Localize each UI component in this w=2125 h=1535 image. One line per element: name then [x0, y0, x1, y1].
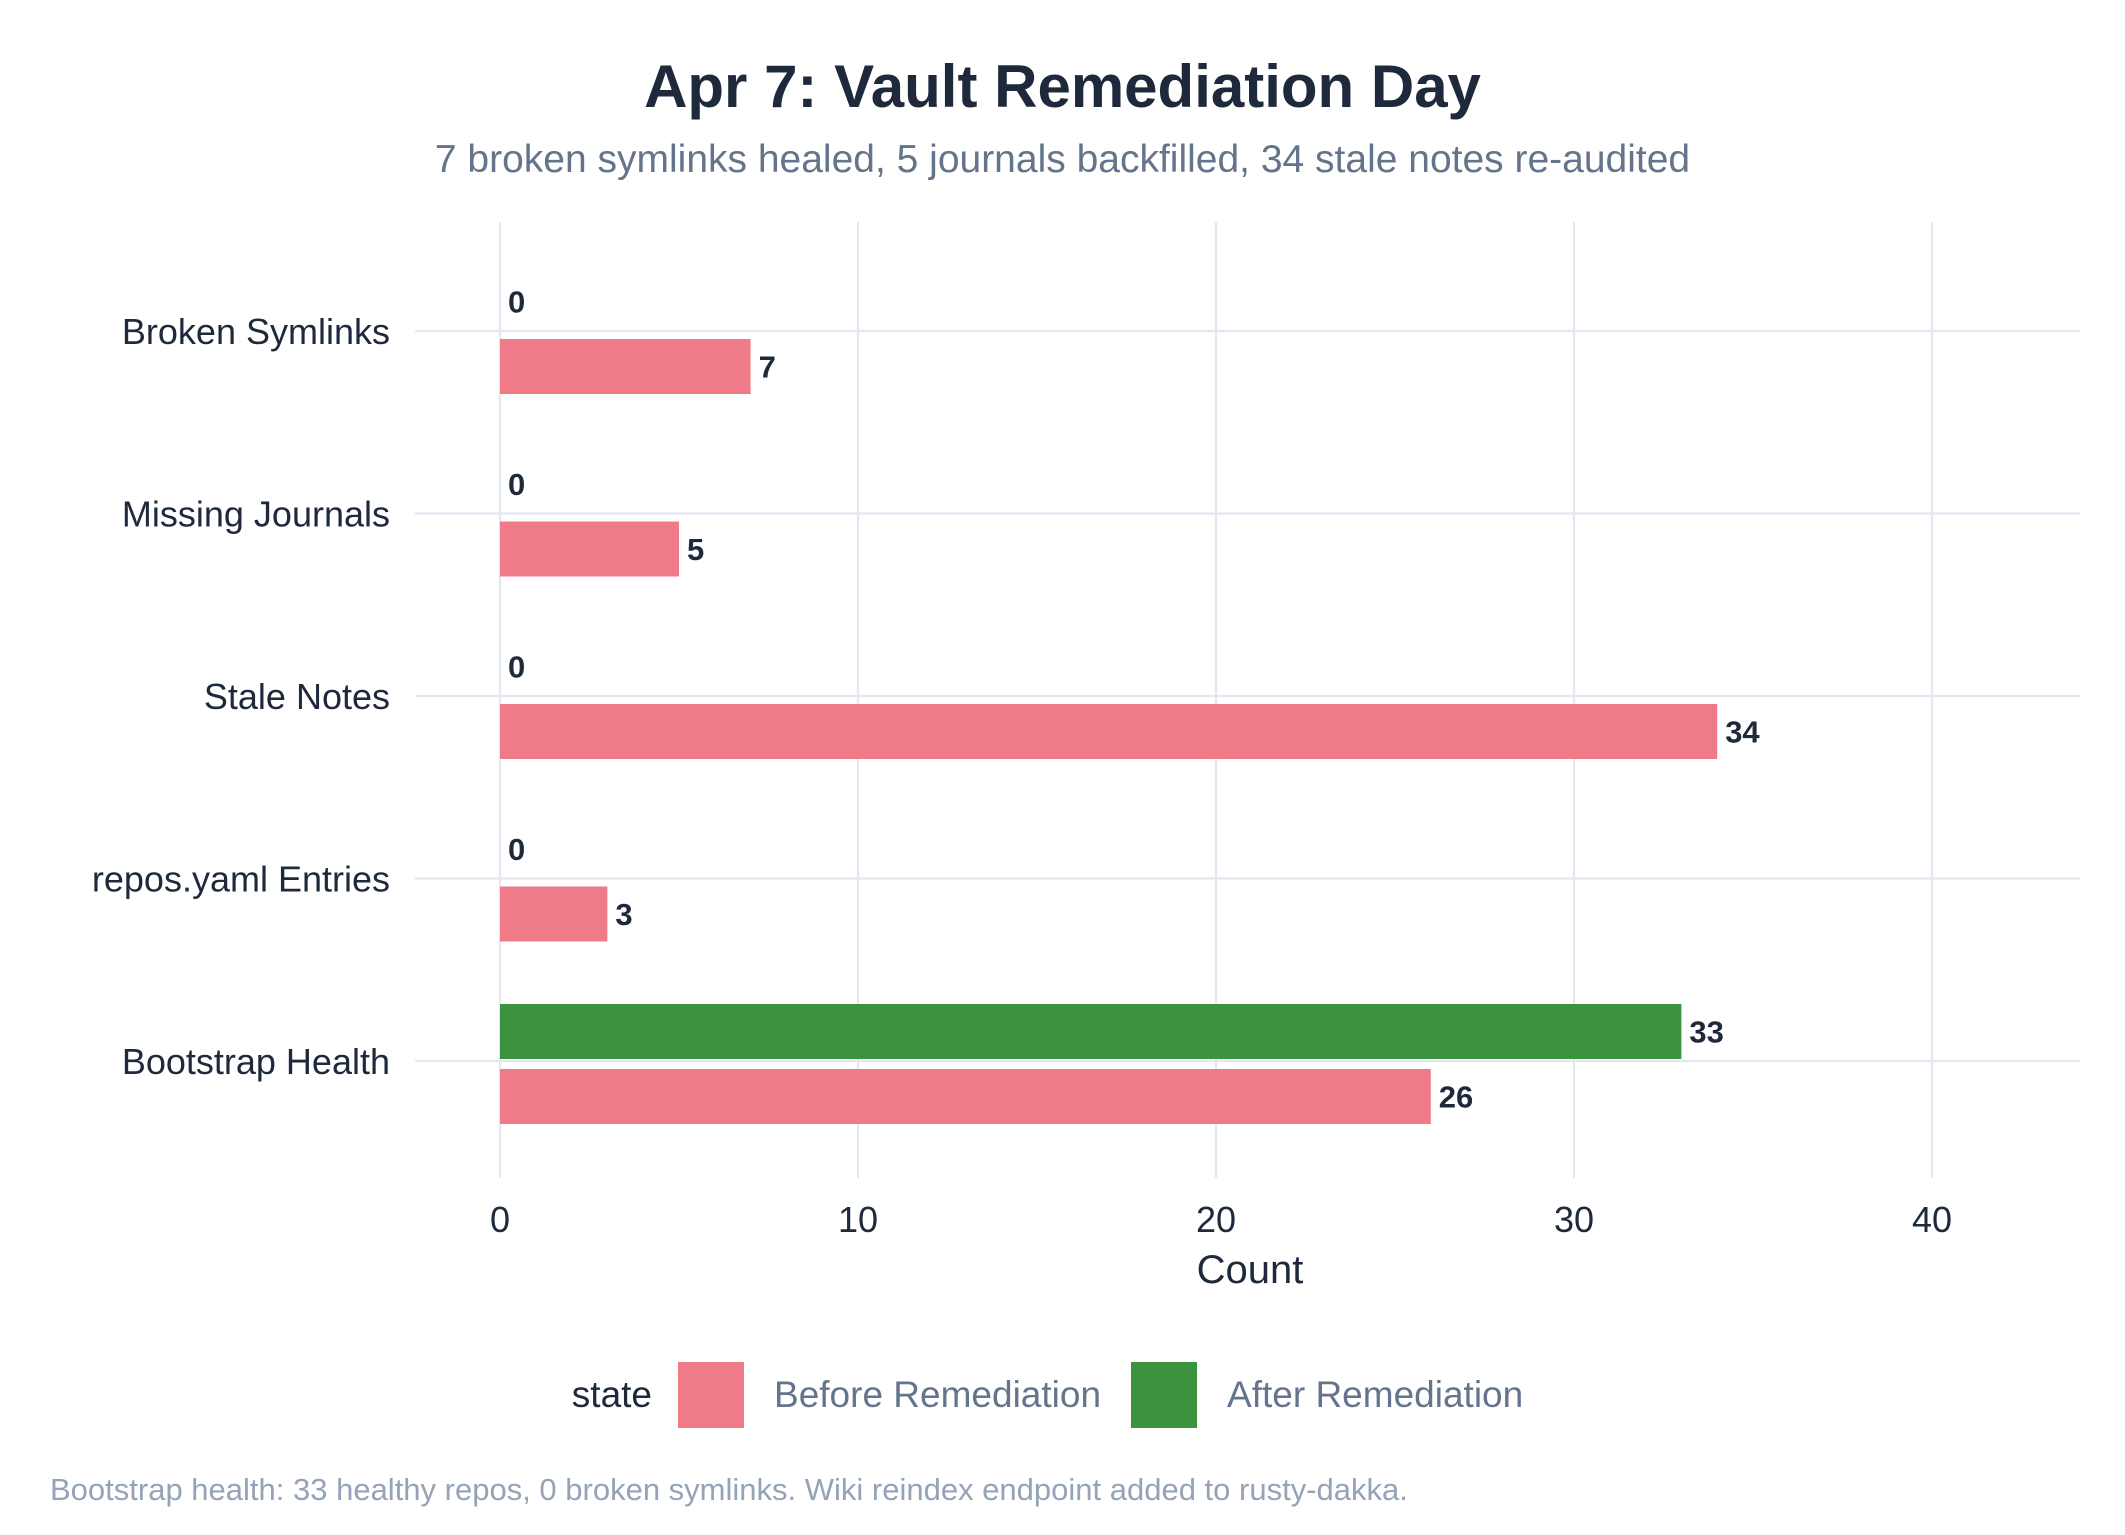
legend-label-after: After Remediation: [1227, 1374, 1524, 1415]
legend-swatch-before: [678, 1362, 745, 1428]
x-tick-label-40: 40: [1912, 1199, 1952, 1240]
chart-subtitle: 7 broken symlinks healed, 5 journals bac…: [434, 138, 1691, 181]
legend-item-after: After Remediation: [1131, 1362, 1523, 1428]
category-label: repos.yaml Entries: [92, 859, 390, 900]
bar: [500, 521, 679, 577]
x-tick-label-0: 0: [490, 1199, 510, 1240]
category-label: Stale Notes: [204, 676, 390, 717]
legend-item-before: Before Remediation: [678, 1362, 1101, 1428]
bar-value-label: 5: [687, 532, 704, 567]
chart-caption: Bootstrap health: 33 healthy repos, 0 br…: [50, 1472, 1408, 1507]
legend-title: state: [571, 1374, 653, 1415]
bar-value-label: 26: [1439, 1080, 1473, 1115]
bar-value-label: 3: [615, 897, 632, 932]
bar: [500, 704, 1718, 759]
bar-value-label: 0: [508, 285, 525, 320]
legend-label-before: Before Remediation: [774, 1374, 1102, 1415]
x-tick-label-20: 20: [1196, 1199, 1236, 1240]
bar: [500, 1069, 1431, 1124]
category-label: Broken Symlinks: [122, 311, 390, 352]
chart-title: Apr 7: Vault Remediation Day: [644, 53, 1481, 120]
bar-value-label: 34: [1725, 715, 1760, 750]
bar-value-label: 0: [508, 650, 525, 685]
bar: [500, 339, 751, 394]
category-label: Bootstrap Health: [122, 1041, 390, 1082]
x-axis-title: Count: [1197, 1248, 1304, 1292]
bar-value-label: 0: [508, 467, 525, 502]
bar-value-label: 0: [508, 832, 525, 867]
bar: [500, 1004, 1682, 1059]
bar-value-label: 33: [1689, 1015, 1723, 1050]
x-tick-label-10: 10: [838, 1199, 878, 1240]
legend: state Before Remediation After Remediati…: [0, 1362, 2125, 1428]
category-label: Missing Journals: [122, 494, 390, 535]
bar-value-label: 7: [759, 350, 776, 385]
x-tick-label-30: 30: [1554, 1199, 1594, 1240]
legend-swatch-after: [1131, 1362, 1198, 1428]
bar: [500, 886, 608, 942]
